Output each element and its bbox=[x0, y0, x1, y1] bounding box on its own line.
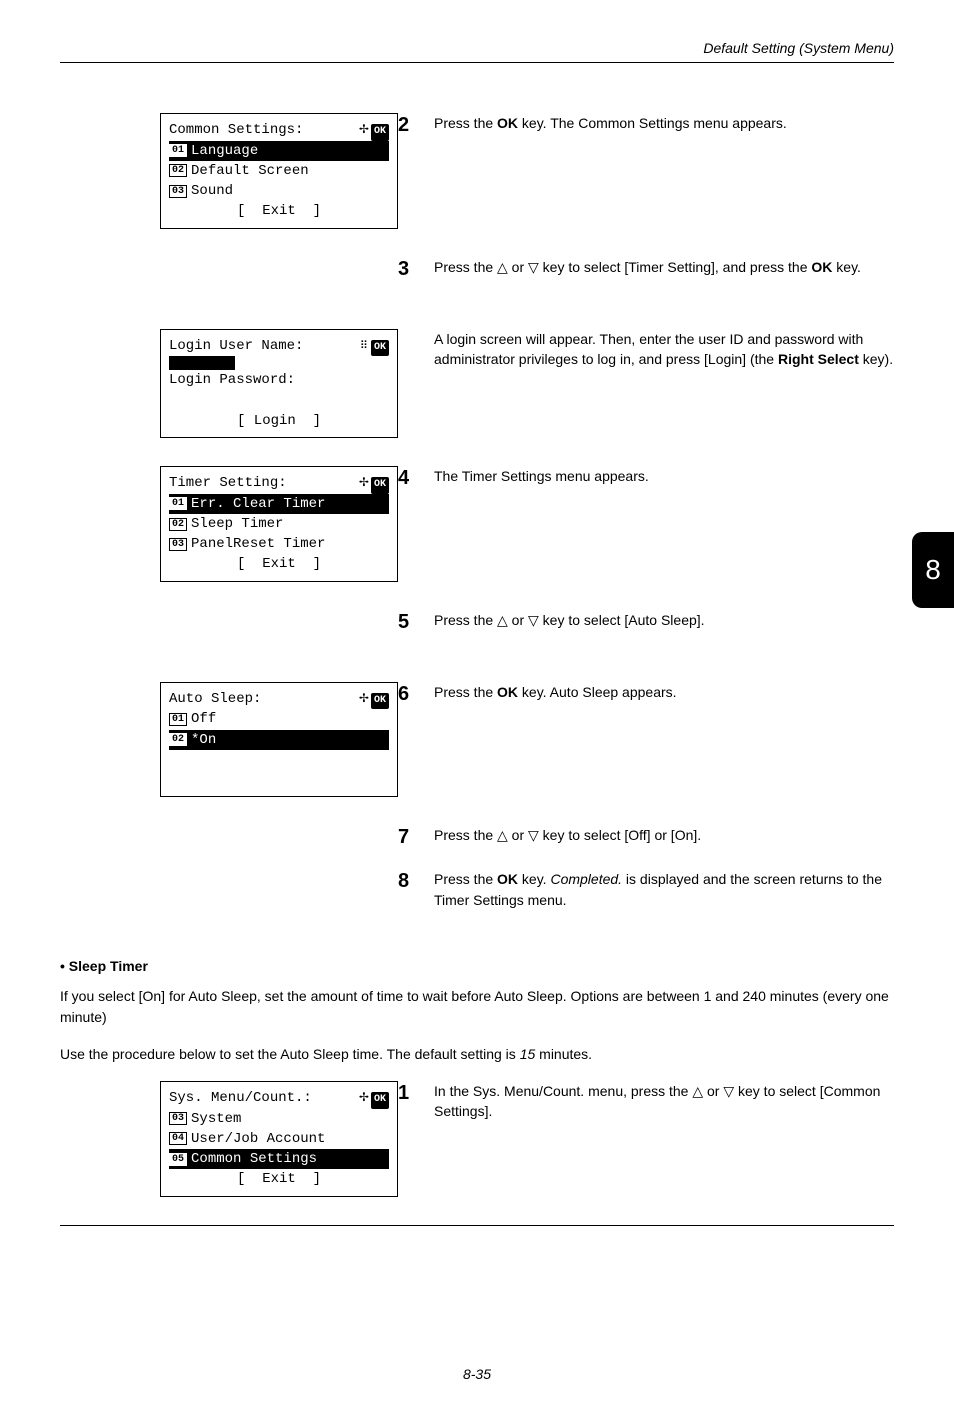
item-num: 03 bbox=[169, 538, 187, 551]
item-num: 02 bbox=[169, 164, 187, 177]
item-label: Sleep Timer bbox=[191, 514, 283, 534]
item-num: 03 bbox=[169, 1112, 187, 1125]
soft-key-exit: [ Exit ] bbox=[169, 201, 389, 221]
step-text: In the Sys. Menu/Count. menu, press the … bbox=[434, 1081, 894, 1122]
step-text: Press the △ or ▽ key to select [Timer Se… bbox=[434, 257, 894, 277]
step-number: 3 bbox=[398, 257, 416, 281]
step-number: 7 bbox=[398, 825, 416, 849]
step-text: Press the OK key. Completed. is displaye… bbox=[434, 869, 894, 910]
item-label: Language bbox=[191, 141, 258, 161]
lcd-auto-sleep: Auto Sleep: ✢OK 01 Off 02 *On bbox=[160, 682, 398, 798]
lcd-timer-setting: Timer Setting: ✢OK 01 Err. Clear Timer 02… bbox=[160, 466, 398, 582]
lcd-sys-menu: Sys. Menu/Count.: ✢OK 03 System 04 User/Jo… bbox=[160, 1081, 398, 1197]
lcd-title: Common Settings: bbox=[169, 120, 303, 140]
item-num: 01 bbox=[169, 497, 187, 510]
item-num: 01 bbox=[169, 713, 187, 726]
step-number: 4 bbox=[398, 466, 416, 490]
item-label: Sound bbox=[191, 181, 233, 201]
item-label: Err. Clear Timer bbox=[191, 494, 325, 514]
lcd-title: Timer Setting: bbox=[169, 473, 287, 493]
lcd-title: Auto Sleep: bbox=[169, 689, 261, 709]
item-num: 02 bbox=[169, 518, 187, 531]
lcd-title: Sys. Menu/Count.: bbox=[169, 1088, 312, 1108]
item-label: Default Screen bbox=[191, 161, 309, 181]
password-label: Login Password: bbox=[169, 370, 389, 390]
chapter-tab: 8 bbox=[912, 532, 954, 608]
section-heading: Sleep Timer bbox=[60, 958, 894, 974]
item-label: Off bbox=[191, 709, 216, 729]
lcd-common-settings: Common Settings: ✢OK 01 Language 02 Defaul… bbox=[160, 113, 398, 229]
step-text: The Timer Settings menu appears. bbox=[434, 466, 894, 486]
text-cursor bbox=[169, 356, 235, 370]
footer-rule bbox=[60, 1225, 894, 1226]
nav-ok-icon: ✢OK bbox=[359, 1088, 389, 1109]
nav-ok-icon: ✢OK bbox=[359, 689, 389, 710]
step-text: Press the △ or ▽ key to select [Auto Sle… bbox=[434, 610, 894, 630]
item-num: 02 bbox=[169, 733, 187, 746]
item-label: *On bbox=[191, 730, 216, 750]
running-header: Default Setting (System Menu) bbox=[60, 40, 894, 56]
step-text: Press the OK key. Auto Sleep appears. bbox=[434, 682, 894, 702]
item-num: 03 bbox=[169, 185, 187, 198]
step-number: 5 bbox=[398, 610, 416, 634]
header-rule bbox=[60, 62, 894, 63]
item-num: 05 bbox=[169, 1153, 187, 1166]
item-label: User/Job Account bbox=[191, 1129, 325, 1149]
lcd-login: Login User Name: ⠿OK Login Password: [ L… bbox=[160, 329, 398, 438]
nav-ok-icon: ✢OK bbox=[359, 120, 389, 141]
page-number: 8-35 bbox=[60, 1366, 894, 1382]
soft-key-exit: [ Exit ] bbox=[169, 1169, 389, 1189]
step-number: 1 bbox=[398, 1081, 416, 1105]
item-label: System bbox=[191, 1109, 241, 1129]
item-num: 01 bbox=[169, 144, 187, 157]
step-text: A login screen will appear. Then, enter … bbox=[434, 329, 894, 370]
step-number: 2 bbox=[398, 113, 416, 137]
step-text: Press the OK key. The Common Settings me… bbox=[434, 113, 894, 133]
step-text: Press the △ or ▽ key to select [Off] or … bbox=[434, 825, 894, 845]
text-input-icon: ⠿OK bbox=[360, 336, 389, 357]
body-paragraph: Use the procedure below to set the Auto … bbox=[60, 1044, 894, 1065]
item-label: PanelReset Timer bbox=[191, 534, 325, 554]
item-label: Common Settings bbox=[191, 1149, 317, 1169]
nav-ok-icon: ✢OK bbox=[359, 473, 389, 494]
item-num: 04 bbox=[169, 1132, 187, 1145]
step-number: 8 bbox=[398, 869, 416, 893]
body-paragraph: If you select [On] for Auto Sleep, set t… bbox=[60, 986, 894, 1028]
soft-key-exit: [ Exit ] bbox=[169, 554, 389, 574]
lcd-title: Login User Name: bbox=[169, 336, 303, 356]
soft-key-login: [ Login ] bbox=[169, 411, 389, 431]
step-number: 6 bbox=[398, 682, 416, 706]
